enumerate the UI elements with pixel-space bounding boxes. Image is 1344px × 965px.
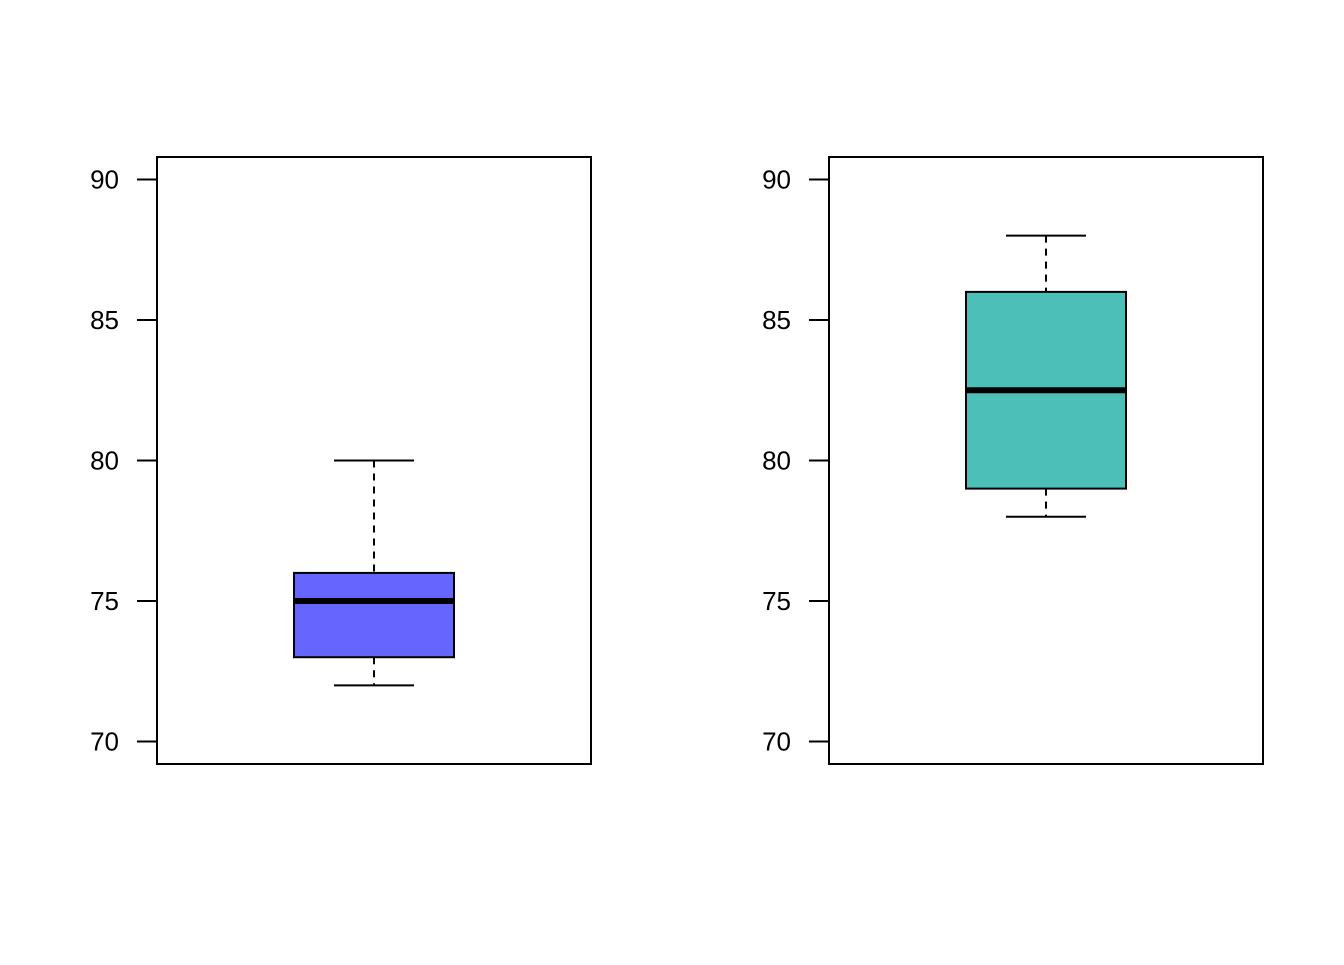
y-tick-label-80: 80 bbox=[90, 446, 119, 476]
y-tick-label-85: 85 bbox=[90, 305, 119, 335]
y-tick-label-90: 90 bbox=[90, 164, 119, 194]
y-tick-label-70: 70 bbox=[762, 727, 791, 757]
panel-left: 70 75 80 85 90 bbox=[90, 156, 592, 765]
y-tick-label-85: 85 bbox=[762, 305, 791, 335]
y-tick-label-75: 75 bbox=[762, 586, 791, 616]
y-tick-label-80: 80 bbox=[762, 446, 791, 476]
y-tick-label-70: 70 bbox=[90, 727, 119, 757]
y-tick-label-75: 75 bbox=[90, 586, 119, 616]
panel-right: 70 75 80 85 90 bbox=[762, 156, 1264, 765]
box-iqr bbox=[293, 571, 455, 659]
y-tick-label-90: 90 bbox=[762, 164, 791, 194]
